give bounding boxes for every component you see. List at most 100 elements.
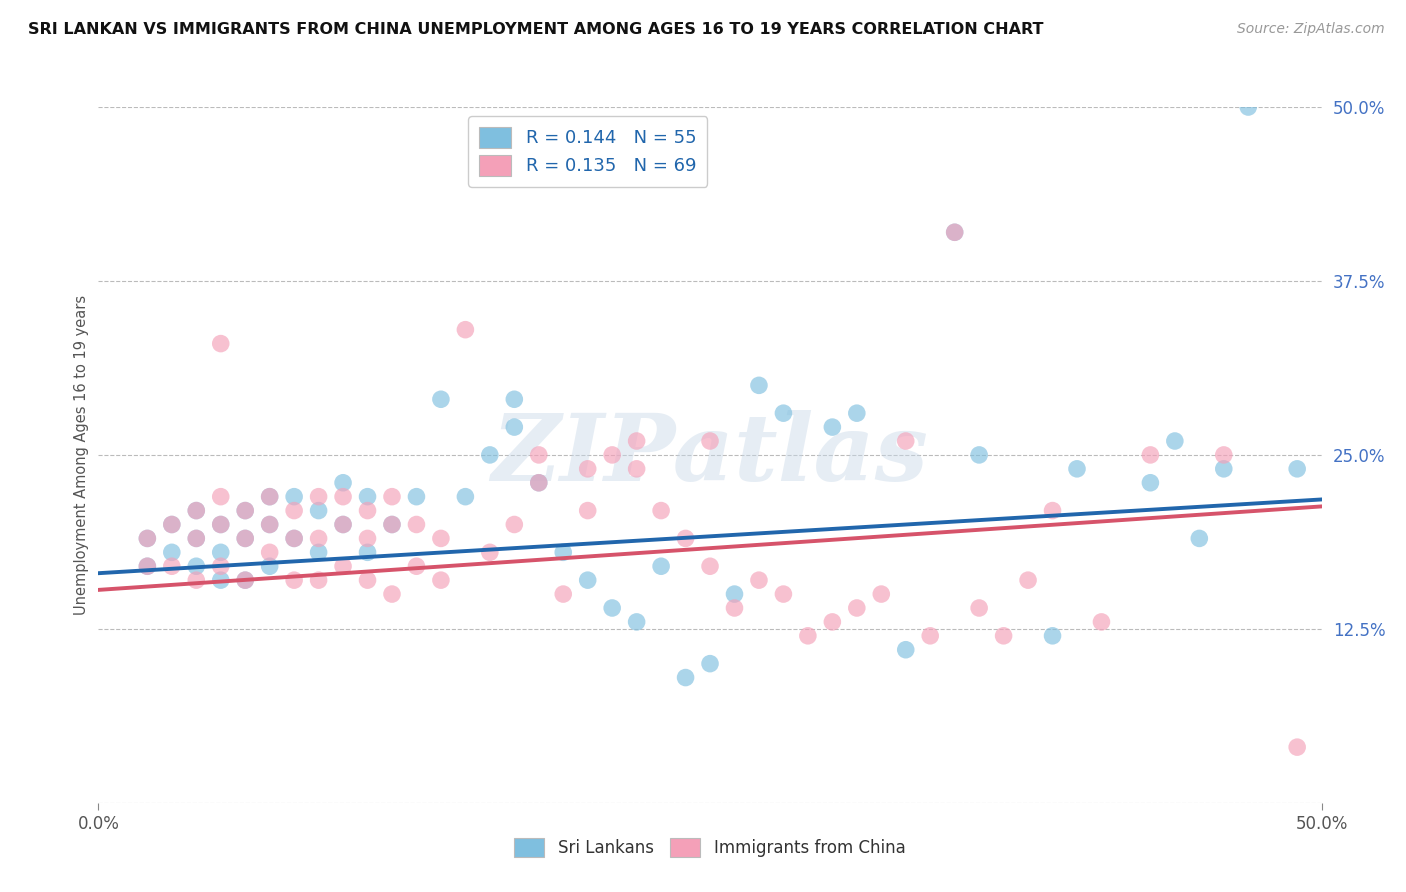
Point [283, 532, 305, 546]
Point [160, 545, 183, 559]
Point [136, 532, 159, 546]
Point [675, 532, 697, 546]
Point [1139, 448, 1161, 462]
Point [1139, 475, 1161, 490]
Point [405, 517, 427, 532]
Point [967, 448, 990, 462]
Point [1237, 100, 1260, 114]
Point [160, 517, 183, 532]
Point [1042, 629, 1064, 643]
Point [772, 587, 794, 601]
Point [283, 490, 305, 504]
Point [381, 587, 404, 601]
Point [1164, 434, 1187, 448]
Point [259, 490, 281, 504]
Point [1188, 532, 1211, 546]
Point [136, 559, 159, 574]
Point [576, 462, 599, 476]
Point [136, 532, 159, 546]
Point [1286, 462, 1309, 476]
Point [527, 475, 550, 490]
Point [920, 629, 942, 643]
Point [600, 448, 623, 462]
Point [1286, 740, 1309, 755]
Point [381, 490, 404, 504]
Point [308, 545, 330, 559]
Point [381, 517, 404, 532]
Point [308, 573, 330, 587]
Point [209, 559, 232, 574]
Point [943, 225, 966, 239]
Point [186, 503, 208, 517]
Point [993, 629, 1015, 643]
Point [699, 657, 721, 671]
Point [478, 545, 501, 559]
Point [943, 225, 966, 239]
Point [600, 601, 623, 615]
Point [1212, 462, 1234, 476]
Text: Source: ZipAtlas.com: Source: ZipAtlas.com [1237, 22, 1385, 37]
Point [650, 559, 672, 574]
Point [723, 601, 745, 615]
Point [1090, 615, 1112, 629]
Point [332, 475, 354, 490]
Point [527, 448, 550, 462]
Point [209, 517, 232, 532]
Point [356, 532, 378, 546]
Point [723, 587, 745, 601]
Y-axis label: Unemployment Among Ages 16 to 19 years: Unemployment Among Ages 16 to 19 years [75, 295, 89, 615]
Point [503, 517, 526, 532]
Point [576, 573, 599, 587]
Point [186, 532, 208, 546]
Point [430, 392, 453, 407]
Point [332, 517, 354, 532]
Point [283, 503, 305, 517]
Point [772, 406, 794, 420]
Point [332, 517, 354, 532]
Point [160, 517, 183, 532]
Point [356, 503, 378, 517]
Point [576, 503, 599, 517]
Point [209, 573, 232, 587]
Point [233, 532, 256, 546]
Point [478, 448, 501, 462]
Point [503, 392, 526, 407]
Point [553, 587, 575, 601]
Point [405, 559, 427, 574]
Point [233, 573, 256, 587]
Point [356, 490, 378, 504]
Point [259, 545, 281, 559]
Point [160, 559, 183, 574]
Point [454, 323, 477, 337]
Point [527, 475, 550, 490]
Text: SRI LANKAN VS IMMIGRANTS FROM CHINA UNEMPLOYMENT AMONG AGES 16 TO 19 YEARS CORRE: SRI LANKAN VS IMMIGRANTS FROM CHINA UNEM… [28, 22, 1043, 37]
Point [1017, 573, 1039, 587]
Point [1066, 462, 1088, 476]
Point [870, 587, 893, 601]
Point [626, 615, 648, 629]
Point [430, 573, 453, 587]
Point [259, 559, 281, 574]
Point [1212, 448, 1234, 462]
Point [233, 503, 256, 517]
Point [308, 503, 330, 517]
Point [186, 559, 208, 574]
Point [699, 434, 721, 448]
Point [626, 434, 648, 448]
Point [209, 336, 232, 351]
Point [209, 545, 232, 559]
Point [136, 559, 159, 574]
Point [675, 671, 697, 685]
Point [553, 545, 575, 559]
Point [967, 601, 990, 615]
Point [1042, 503, 1064, 517]
Point [233, 532, 256, 546]
Point [894, 434, 917, 448]
Point [259, 517, 281, 532]
Point [332, 559, 354, 574]
Point [186, 503, 208, 517]
Point [308, 532, 330, 546]
Point [259, 517, 281, 532]
Point [430, 532, 453, 546]
Point [381, 517, 404, 532]
